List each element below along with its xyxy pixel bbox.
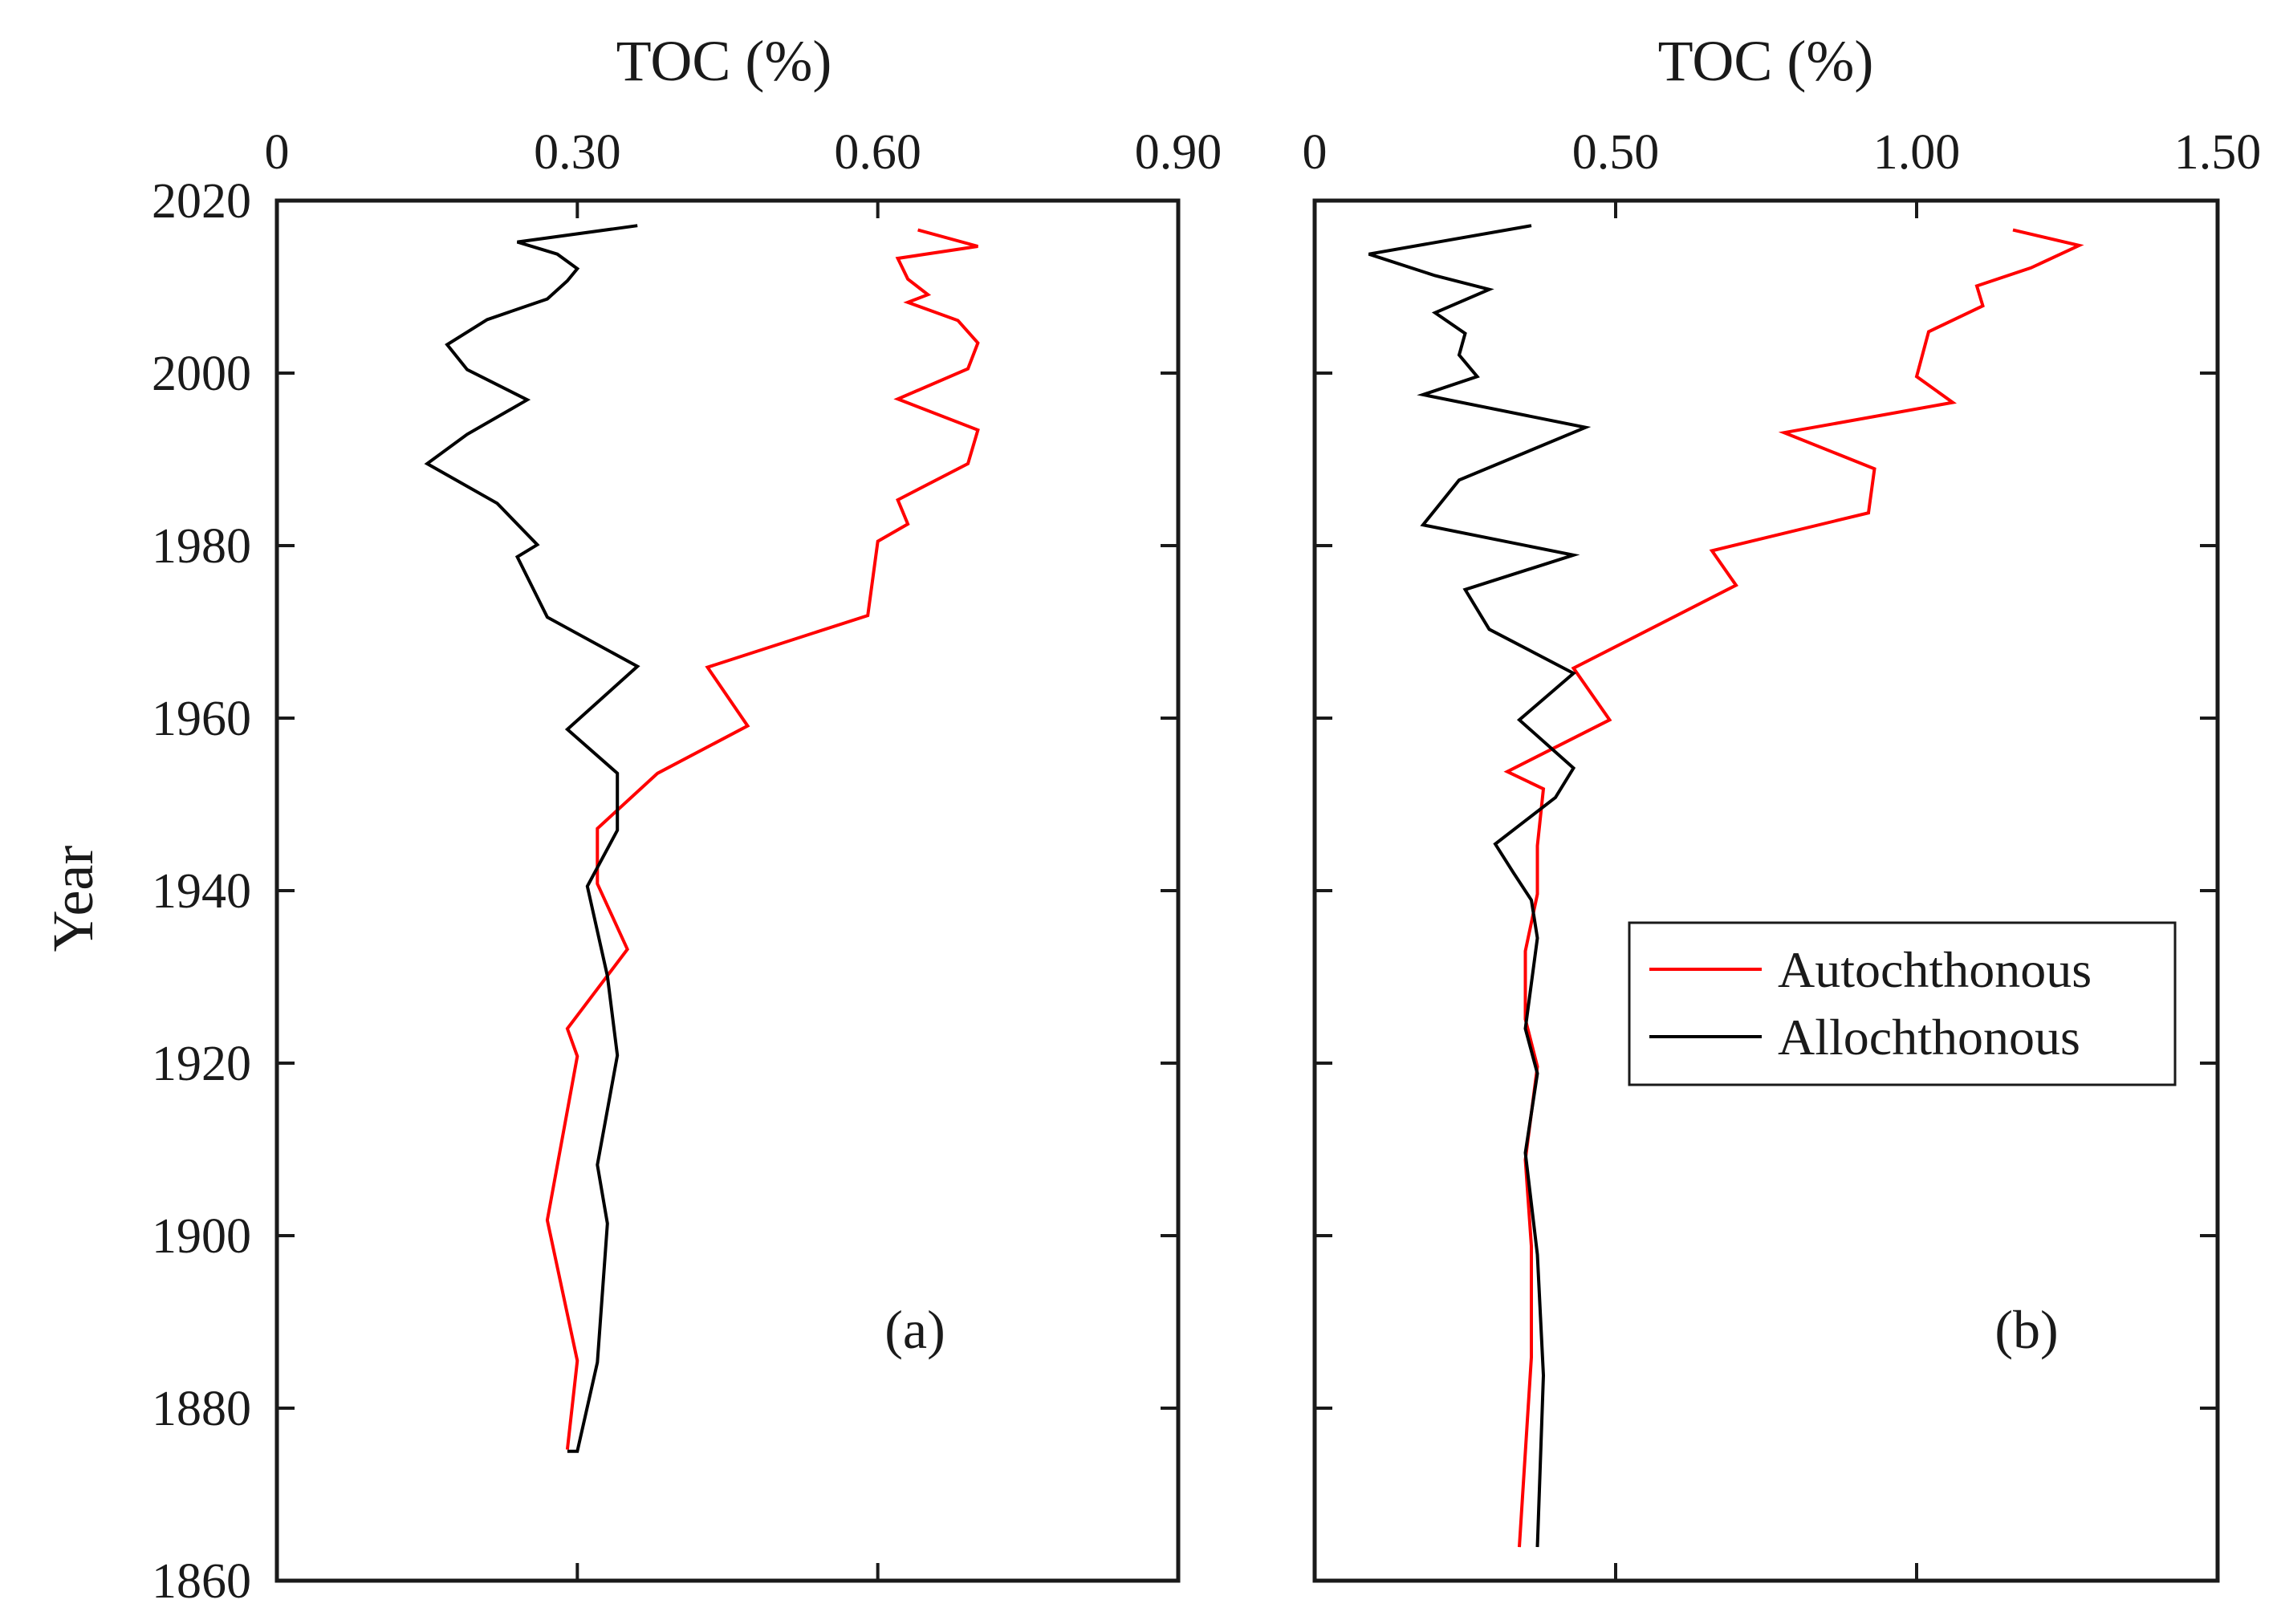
panel-b: TOC (%) 0 0.50 1.00 1.50 (b) Autochthono… xyxy=(1303,29,2262,1583)
panel-a-x-tick-label: 0.30 xyxy=(534,125,621,180)
panel-a-x-tick-label: 0.60 xyxy=(834,125,921,180)
legend-box xyxy=(1628,921,2177,1086)
panel-a-y-tick-labels: 1860 1880 1900 1920 1940 1960 1980 2000 … xyxy=(152,174,251,1609)
panel-a-allochthonous-line xyxy=(424,224,640,1453)
panel-b-autochthonous-line xyxy=(1503,228,2084,1548)
panel-b-x-tick-labels: 0 0.50 1.00 1.50 xyxy=(1303,125,2262,180)
panel-a-tag: (a) xyxy=(884,1299,945,1360)
panel-b-x-tick-label: 1.00 xyxy=(1873,125,1961,180)
panel-a-y-tick-label: 2000 xyxy=(152,347,251,401)
panel-a-y-axis-title: Year xyxy=(41,846,105,952)
panel-b-plot-frame xyxy=(1312,198,2220,1583)
panel-a-x-tick-labels: 0 0.30 0.60 0.90 xyxy=(265,125,1222,180)
panel-a-x-axis-title: TOC (%) xyxy=(616,29,832,93)
legend-label-allochthonous: Allochthonous xyxy=(1778,1009,2080,1066)
panel-b-x-tick-label: 1.50 xyxy=(2174,125,2262,180)
panel-a-y-tick-label: 1940 xyxy=(152,864,251,919)
legend: Autochthonous Allochthonous xyxy=(1628,921,2177,1086)
panel-a: TOC (%) Year 0 0.30 0.60 0.90 1860 1880 … xyxy=(41,29,1222,1609)
panel-a-y-tick-label: 1920 xyxy=(152,1037,251,1091)
panel-b-x-tick-label: 0 xyxy=(1303,125,1328,180)
panel-a-y-tick-label: 1860 xyxy=(152,1554,251,1609)
panel-a-plot-frame xyxy=(274,198,1181,1583)
panel-b-tag: (b) xyxy=(1994,1299,2058,1360)
panel-b-x-tick-label: 0.50 xyxy=(1572,125,1660,180)
panel-a-autochthonous-line xyxy=(545,228,980,1450)
panel-a-x-tick-label: 0.90 xyxy=(1135,125,1222,180)
panel-a-y-tick-label: 1880 xyxy=(152,1382,251,1436)
panel-a-y-tick-label: 2020 xyxy=(152,174,251,229)
panel-a-y-tick-label: 1980 xyxy=(152,519,251,574)
legend-label-autochthonous: Autochthonous xyxy=(1778,941,2092,998)
panel-a-y-tick-label: 1960 xyxy=(152,692,251,746)
panel-b-x-axis-title: TOC (%) xyxy=(1658,29,1874,93)
panel-a-x-tick-label: 0 xyxy=(265,125,290,180)
panel-b-allochthonous-line xyxy=(1368,224,1592,1548)
panel-a-y-tick-label: 1900 xyxy=(152,1209,251,1264)
